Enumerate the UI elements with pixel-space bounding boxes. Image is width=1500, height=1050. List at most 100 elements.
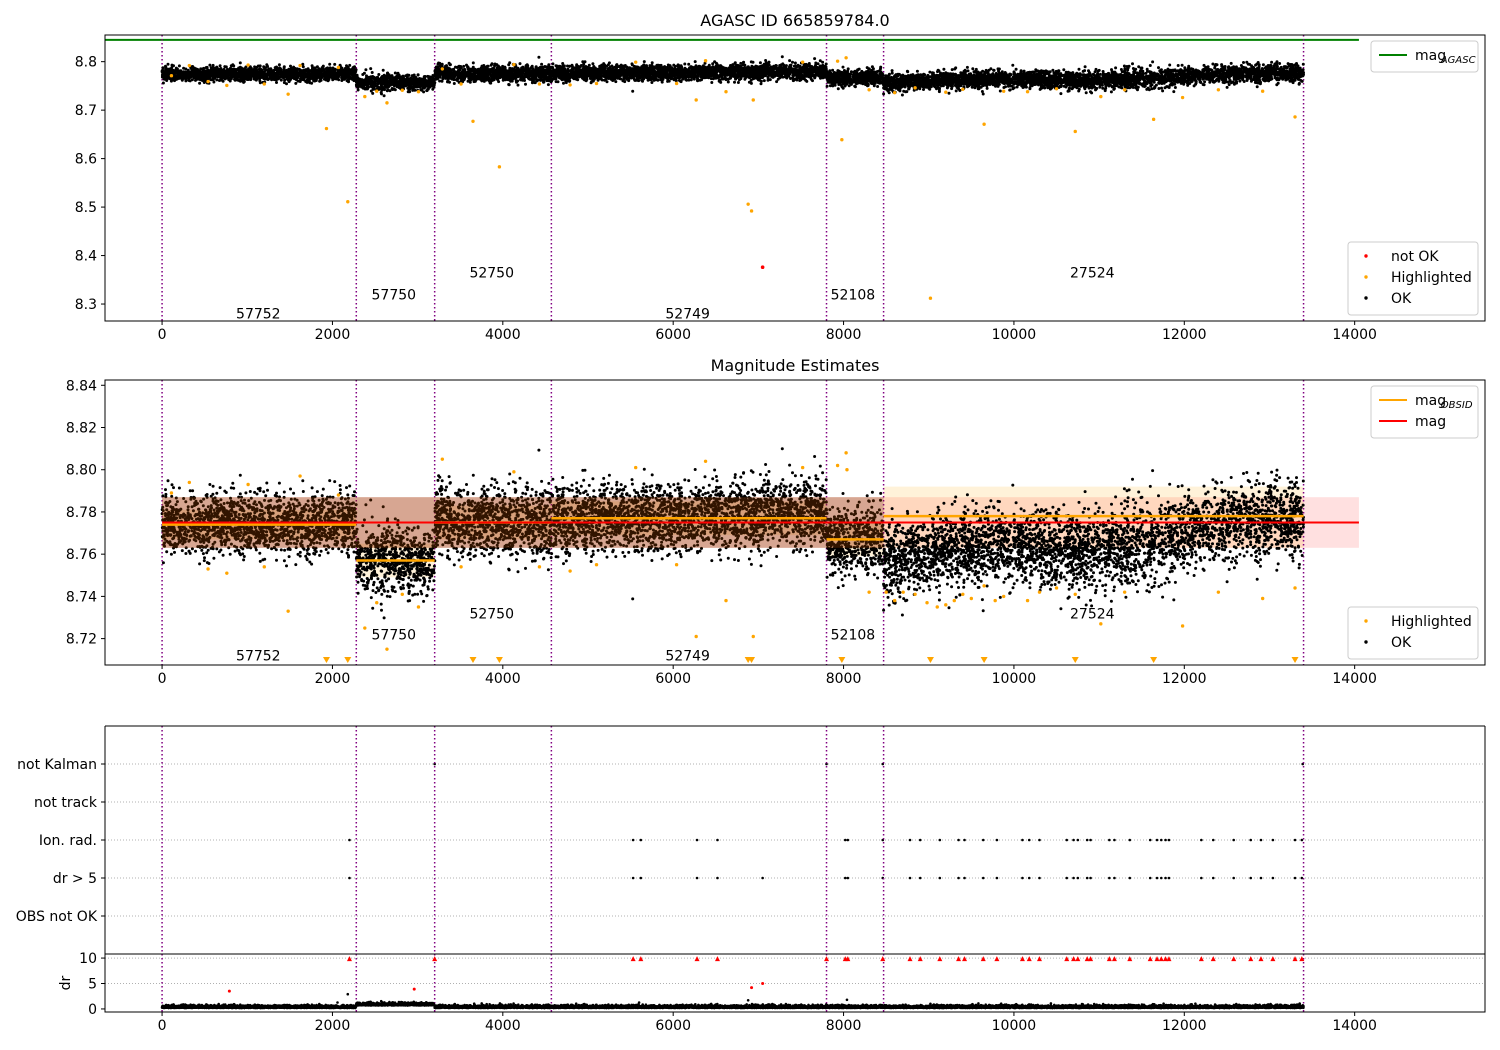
ok-point bbox=[265, 63, 269, 67]
ok-point bbox=[412, 80, 415, 84]
ok-point bbox=[183, 74, 187, 78]
ok-point bbox=[393, 82, 397, 86]
ok-point bbox=[184, 78, 188, 82]
ok-point bbox=[172, 64, 175, 68]
ok-point bbox=[233, 75, 237, 79]
ok-point bbox=[234, 71, 238, 74]
ok-point bbox=[220, 74, 224, 78]
ok-point bbox=[382, 94, 386, 98]
ok-point bbox=[344, 76, 348, 80]
ok-point bbox=[253, 69, 257, 73]
ok-point bbox=[362, 81, 366, 85]
ok-point bbox=[456, 65, 460, 69]
ok-point bbox=[427, 84, 431, 88]
ok-point bbox=[436, 62, 440, 66]
ok-point bbox=[371, 91, 375, 95]
ok-point bbox=[377, 73, 381, 76]
ok-point bbox=[334, 74, 337, 78]
ok-point bbox=[642, 60, 646, 64]
ok-point bbox=[187, 78, 191, 82]
ok-point bbox=[360, 85, 364, 89]
ok-point bbox=[399, 76, 403, 80]
ok-point bbox=[203, 80, 206, 84]
ok-point bbox=[318, 79, 322, 83]
ok-point bbox=[385, 89, 389, 93]
ok-point bbox=[238, 61, 242, 65]
ok-point bbox=[736, 81, 740, 84]
ok-point bbox=[198, 81, 202, 85]
ok-point bbox=[263, 76, 267, 80]
ok-point bbox=[187, 76, 191, 80]
ok-point bbox=[448, 63, 452, 67]
ok-point bbox=[230, 67, 234, 71]
ok-point bbox=[279, 78, 283, 82]
ok-point bbox=[348, 63, 352, 67]
ok-point bbox=[699, 75, 703, 79]
ok-point bbox=[208, 63, 212, 67]
ok-point bbox=[235, 68, 239, 72]
ok-point bbox=[331, 66, 335, 70]
ok-point bbox=[265, 72, 269, 76]
ok-point bbox=[536, 71, 540, 75]
ok-point bbox=[223, 70, 227, 74]
ok-point bbox=[540, 62, 544, 66]
ok-point bbox=[533, 81, 537, 85]
ok-point bbox=[279, 68, 282, 72]
ok-point bbox=[181, 73, 185, 77]
ok-point bbox=[276, 69, 280, 73]
ok-point bbox=[247, 68, 251, 72]
ok-point bbox=[388, 74, 392, 78]
ok-point bbox=[341, 70, 345, 74]
ok-point bbox=[326, 71, 330, 75]
ok-point bbox=[381, 86, 384, 90]
ok-point bbox=[165, 79, 169, 82]
ok-point bbox=[408, 90, 412, 94]
ok-point bbox=[317, 68, 321, 72]
ok-point bbox=[347, 70, 351, 74]
ok-point bbox=[445, 64, 448, 68]
ok-point bbox=[204, 70, 208, 74]
ok-point bbox=[311, 67, 315, 71]
ok-point bbox=[382, 76, 385, 80]
ok-point bbox=[321, 64, 325, 68]
ok-point bbox=[363, 86, 367, 90]
ok-point bbox=[445, 73, 449, 77]
ok-point bbox=[631, 89, 635, 93]
ok-point bbox=[326, 77, 330, 81]
ok-point bbox=[521, 71, 525, 75]
ok-point bbox=[384, 80, 388, 84]
ok-point bbox=[288, 78, 292, 82]
ok-point bbox=[354, 74, 358, 78]
ok-point bbox=[259, 68, 263, 71]
ok-point bbox=[543, 65, 547, 68]
ok-point bbox=[313, 68, 317, 72]
ok-point bbox=[372, 86, 375, 90]
ok-point bbox=[793, 61, 797, 65]
ok-point bbox=[607, 61, 611, 65]
ok-point bbox=[194, 73, 198, 77]
ok-point bbox=[322, 77, 326, 81]
ok-point bbox=[426, 87, 430, 90]
ok-point bbox=[283, 78, 287, 82]
ok-point bbox=[201, 77, 205, 81]
ok-point bbox=[333, 62, 337, 66]
ok-point bbox=[491, 75, 495, 79]
ok-point bbox=[346, 78, 350, 82]
ok-point bbox=[207, 74, 211, 78]
ok-point bbox=[490, 79, 494, 83]
ok-point bbox=[162, 77, 166, 81]
ok-point bbox=[283, 75, 287, 79]
ok-point bbox=[520, 66, 524, 70]
ok-point bbox=[196, 77, 200, 81]
ok-point bbox=[237, 70, 241, 74]
ok-point bbox=[506, 69, 510, 73]
ok-point bbox=[409, 79, 413, 83]
ok-point bbox=[161, 69, 165, 73]
ok-point bbox=[171, 71, 175, 75]
ok-point bbox=[328, 67, 332, 71]
ok-point bbox=[395, 79, 398, 83]
ok-point bbox=[197, 69, 200, 73]
ok-point bbox=[416, 73, 420, 77]
ok-point bbox=[345, 64, 348, 68]
ok-point bbox=[268, 70, 272, 74]
